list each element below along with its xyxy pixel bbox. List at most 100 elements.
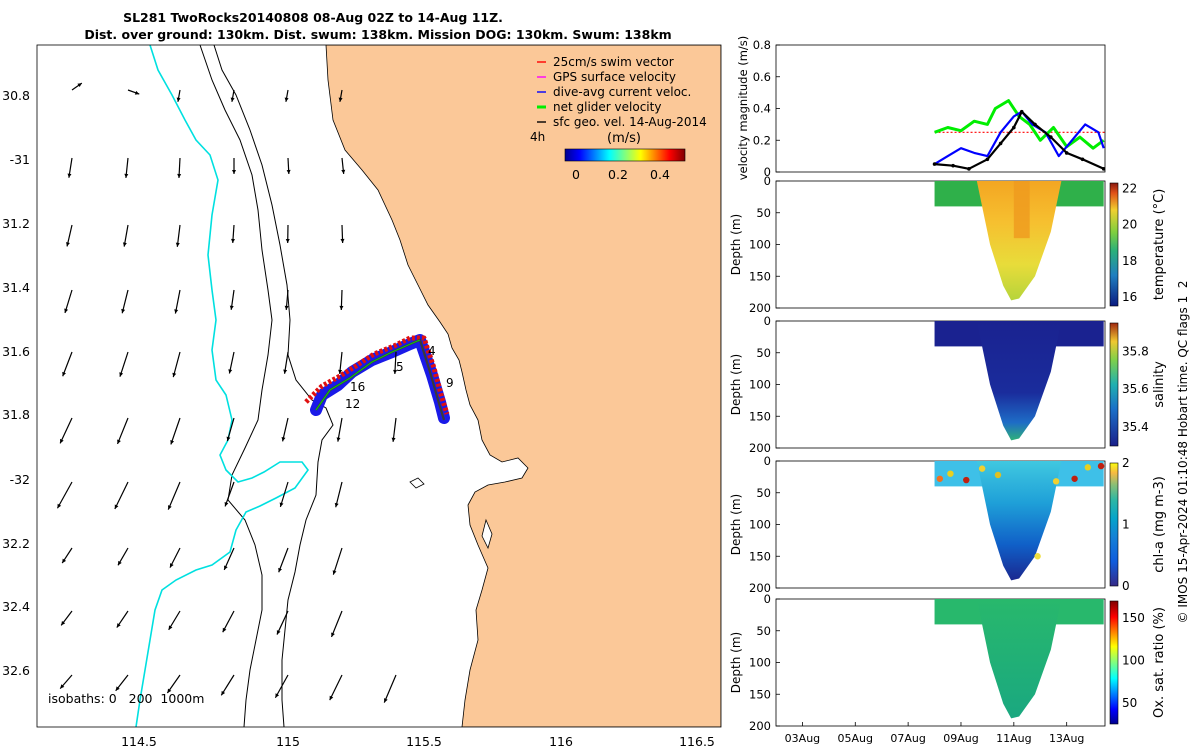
colorbar-label: chl-a (mg m-3) xyxy=(1152,476,1167,573)
colorbar-tick: 1 xyxy=(1122,518,1130,532)
map-y-tick: 31.8 xyxy=(2,407,30,422)
section-colorbar xyxy=(1109,462,1119,587)
velocity-series-point xyxy=(1080,157,1085,162)
current-arrow xyxy=(122,224,129,247)
land-mass xyxy=(325,45,721,727)
depth-tick: 150 xyxy=(749,549,771,563)
current-arrow xyxy=(59,674,73,689)
current-arrow xyxy=(284,289,289,310)
current-arrow xyxy=(226,417,235,442)
current-arrow xyxy=(276,610,289,635)
current-arrow xyxy=(383,674,397,703)
velocity-series-point xyxy=(951,163,955,168)
legend-item-gps-velocity: GPS surface velocity xyxy=(537,70,676,84)
depth-tick: 100 xyxy=(749,518,771,532)
track-day-label: 12 xyxy=(345,397,360,411)
current-arrow xyxy=(224,481,235,507)
colorbar-label: temperature (°C) xyxy=(1152,189,1167,301)
current-arrow xyxy=(116,610,129,628)
current-arrow xyxy=(121,289,129,314)
track-day-label: 9 xyxy=(446,376,454,390)
chla-hotspot xyxy=(963,476,970,484)
colorbar-tick: 150 xyxy=(1122,611,1145,625)
current-arrow xyxy=(166,674,181,694)
colorbar-tick: 35.6 xyxy=(1122,382,1149,396)
velocity-series-point xyxy=(1019,109,1024,114)
current-arrow xyxy=(61,547,73,564)
velocity-series-point xyxy=(1012,125,1016,130)
depth-tick: 0 xyxy=(764,592,771,606)
velocity-series-point xyxy=(1064,151,1069,155)
map-y-tick: -32 xyxy=(10,472,30,487)
colorbar-tick: 20 xyxy=(1122,218,1137,232)
oxygen-section: 0 50 100 150 200 Depth (m) 150 100 50 Ox. sat. ra… xyxy=(729,592,1167,733)
legend-label: dive-avg current veloc. xyxy=(553,85,691,99)
velocity-series-point xyxy=(1101,167,1105,171)
chla-hotspot xyxy=(1084,464,1092,471)
current-arrow xyxy=(329,674,343,701)
current-arrow xyxy=(167,481,181,510)
salinity-section: 0 50 100 150 200 Depth (m) 35.8 35.6 35.4salinit… xyxy=(729,314,1167,455)
velocity-y-tick: 0.4 xyxy=(753,102,771,116)
island xyxy=(481,518,493,550)
current-arrow xyxy=(338,89,343,102)
velocity-series-point xyxy=(967,167,971,171)
current-arrow xyxy=(62,351,73,377)
depth-tick: 200 xyxy=(749,719,771,733)
current-arrow xyxy=(285,224,290,244)
velocity-series-point xyxy=(1033,122,1037,127)
current-arrow xyxy=(332,547,343,575)
current-arrow xyxy=(281,417,289,442)
depth-tick: 0 xyxy=(764,314,771,328)
depth-tick: 0 xyxy=(764,174,771,188)
velocity-series-point xyxy=(998,141,1003,146)
depth-tick: 50 xyxy=(756,624,771,638)
current-arrow xyxy=(278,547,289,573)
depth-ylabel: Depth (m) xyxy=(729,354,743,415)
current-arrow xyxy=(172,351,181,378)
date-tick: 09Aug xyxy=(943,732,978,745)
depth-tick: 50 xyxy=(756,346,771,360)
current-arrow xyxy=(222,610,235,633)
depth-tick: 200 xyxy=(749,581,771,595)
colorbar-tick: 0 xyxy=(1122,579,1130,593)
current-arrow xyxy=(391,417,397,442)
section-deep-profile xyxy=(976,181,1062,301)
vector-field xyxy=(56,82,398,703)
map-x-tick: 116 xyxy=(549,734,573,749)
map-x-tick: 114.5 xyxy=(121,734,157,749)
chla-hotspot xyxy=(947,470,954,477)
current-arrow xyxy=(393,351,398,375)
current-arrow xyxy=(114,481,129,510)
current-arrow xyxy=(228,351,235,374)
warm-core xyxy=(1013,181,1030,239)
map-colorbar-title: (m/s) xyxy=(607,131,641,146)
depth-tick: 150 xyxy=(749,269,771,283)
legend-label: GPS surface velocity xyxy=(553,70,676,84)
depth-tick: 200 xyxy=(749,301,771,315)
current-arrow xyxy=(230,89,235,102)
current-arrow xyxy=(169,547,181,568)
legend-item-dive-avg-current: dive-avg current veloc. xyxy=(537,85,691,99)
section-deep-profile xyxy=(976,599,1062,719)
current-arrow xyxy=(67,157,73,178)
current-arrow xyxy=(274,674,289,699)
depth-ylabel: Depth (m) xyxy=(729,494,743,555)
section-colorbar xyxy=(1109,322,1119,447)
velocity-series-line xyxy=(934,110,1105,170)
legend-label: net glider velocity xyxy=(553,100,661,114)
figure-title-line1: SL281 TwoRocks20140808 08-Aug 02Z to 14-… xyxy=(123,10,503,25)
chla-hotspot xyxy=(994,471,1002,479)
colorbar-tick: 2 xyxy=(1122,456,1130,470)
map-y-tick: 32.6 xyxy=(2,663,30,678)
current-arrow xyxy=(284,89,289,102)
velocity-y-tick: 0.8 xyxy=(753,38,771,52)
map-y-tick: 30.8 xyxy=(2,88,30,103)
depth-tick: 150 xyxy=(749,409,771,423)
colorbar-tick: 22 xyxy=(1122,181,1137,195)
date-tick: 11Aug xyxy=(996,732,1031,745)
depth-tick: 100 xyxy=(749,656,771,670)
legend-item-net-glider: net glider velocity xyxy=(537,100,661,114)
current-arrow xyxy=(119,351,129,377)
